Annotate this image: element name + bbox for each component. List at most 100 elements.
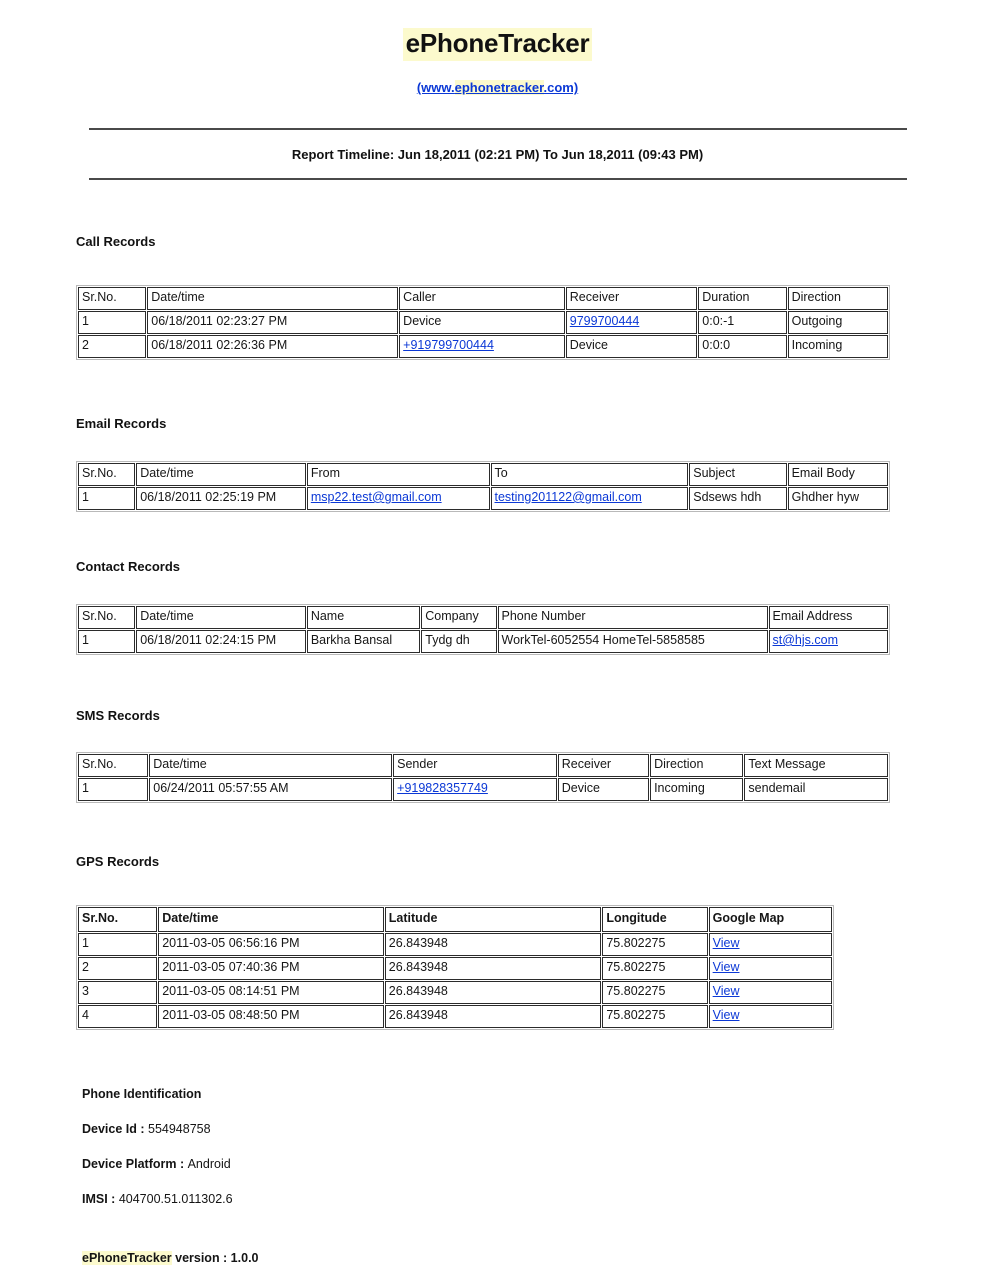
table-row: 4 2011-03-05 08:48:50 PM 26.843948 75.80… xyxy=(78,1004,832,1028)
cell-latitude: 26.843948 xyxy=(384,956,602,980)
cell-email-body: Ghdher hyw xyxy=(787,486,888,510)
cell-company: Tydg dh xyxy=(421,629,497,653)
section-call-records: Call Records Sr.No. Date/time Caller Rec… xyxy=(0,234,995,360)
spacer xyxy=(76,574,995,604)
table-header-row: Sr.No. Date/time Caller Receiver Duratio… xyxy=(78,286,888,310)
phone-number-link[interactable]: +919828357749 xyxy=(397,780,488,795)
cell-from: msp22.test@gmail.com xyxy=(306,486,490,510)
cell-sender: +919828357749 xyxy=(393,777,557,801)
cell-longitude: 75.802275 xyxy=(602,980,708,1004)
section-title-sms: SMS Records xyxy=(76,707,160,723)
device-id-label: Device Id : xyxy=(82,1121,148,1136)
cell-datetime: 06/18/2011 02:26:36 PM xyxy=(147,334,399,358)
cell-longitude: 75.802275 xyxy=(602,956,708,980)
cell-email-address: st@hjs.com xyxy=(768,629,888,653)
section-title-gps: GPS Records xyxy=(76,853,160,869)
column-header-sr-no: Sr.No. xyxy=(78,753,149,777)
divider-bottom xyxy=(88,177,907,180)
cell-datetime: 2011-03-05 08:14:51 PM xyxy=(158,980,384,1004)
phone-number-link[interactable]: 9799700444 xyxy=(569,313,640,328)
column-header-name: Name xyxy=(306,605,421,629)
table-row: 2 2011-03-05 07:40:36 PM 26.843948 75.80… xyxy=(78,956,832,980)
column-header-sr-no: Sr.No. xyxy=(78,462,136,486)
url-domain: ephonetracker xyxy=(454,79,544,95)
section-gps-records: GPS Records Sr.No. Date/time Latitude Lo… xyxy=(0,854,995,1030)
phone-number-link[interactable]: +919799700444 xyxy=(403,337,494,352)
report-header: ePhoneTracker (www.ephonetracker.com) xyxy=(0,0,995,95)
url-suffix: .com) xyxy=(543,79,579,95)
device-id-value: 554948758 xyxy=(148,1121,211,1136)
cell-subject: Sdsews hdh xyxy=(689,486,787,510)
cell-longitude: 75.802275 xyxy=(602,932,708,956)
column-header-receiver: Receiver xyxy=(557,753,650,777)
device-platform-row: Device Platform : Android xyxy=(82,1157,995,1171)
table-row: 1 06/18/2011 02:25:19 PM msp22.test@gmai… xyxy=(78,486,888,510)
email-to-link[interactable]: testing201122@gmail.com xyxy=(494,489,642,504)
cell-receiver: Device xyxy=(557,777,650,801)
column-header-receiver: Receiver xyxy=(565,286,698,310)
imsi-value: 404700.51.011302.6 xyxy=(118,1191,233,1206)
cell-longitude: 75.802275 xyxy=(602,1004,708,1028)
google-map-view-link[interactable]: View xyxy=(712,1007,740,1022)
cell-sr-no: 1 xyxy=(78,486,136,510)
email-records-table: Sr.No. Date/time From To Subject Email B… xyxy=(76,460,890,512)
table-header-row: Sr.No. Date/time From To Subject Email B… xyxy=(78,462,888,486)
column-header-longitude: Longitude xyxy=(602,906,708,932)
spacer xyxy=(76,723,995,752)
phone-identification-heading: Phone Identification xyxy=(82,1086,202,1101)
column-header-direction: Direction xyxy=(650,753,744,777)
cell-receiver: Device xyxy=(565,334,698,358)
cell-sr-no: 1 xyxy=(78,932,158,956)
column-header-sr-no: Sr.No. xyxy=(78,605,136,629)
google-map-view-link[interactable]: View xyxy=(712,935,740,950)
section-email-records: Email Records Sr.No. Date/time From To S… xyxy=(0,416,995,512)
version-row: ePhoneTracker version : 1.0.0 xyxy=(0,1250,995,1265)
cell-direction: Outgoing xyxy=(787,310,888,334)
cell-sr-no: 1 xyxy=(78,310,147,334)
cell-duration: 0:0:-1 xyxy=(698,310,787,334)
column-header-email-address: Email Address xyxy=(768,605,888,629)
cell-sr-no: 2 xyxy=(78,334,147,358)
column-header-phone-number: Phone Number xyxy=(497,605,768,629)
table-row: 3 2011-03-05 08:14:51 PM 26.843948 75.80… xyxy=(78,980,832,1004)
google-map-view-link[interactable]: View xyxy=(712,983,740,998)
section-contact-records: Contact Records Sr.No. Date/time Name Co… xyxy=(0,559,995,655)
page-title: ePhoneTracker xyxy=(402,28,593,61)
column-header-datetime: Date/time xyxy=(136,462,306,486)
cell-latitude: 26.843948 xyxy=(384,1004,602,1028)
email-address-link[interactable]: st@hjs.com xyxy=(772,632,838,647)
cell-direction: Incoming xyxy=(650,777,744,801)
table-row: 1 06/18/2011 02:23:27 PM Device 97997004… xyxy=(78,310,888,334)
call-records-table: Sr.No. Date/time Caller Receiver Duratio… xyxy=(76,284,890,360)
cell-duration: 0:0:0 xyxy=(698,334,787,358)
column-header-datetime: Date/time xyxy=(149,753,393,777)
cell-datetime: 2011-03-05 06:56:16 PM xyxy=(158,932,384,956)
cell-name: Barkha Bansal xyxy=(306,629,421,653)
column-header-company: Company xyxy=(421,605,497,629)
table-row: 2 06/18/2011 02:26:36 PM +919799700444 D… xyxy=(78,334,888,358)
google-map-view-link[interactable]: View xyxy=(712,959,740,974)
imsi-row: IMSI : 404700.51.011302.6 xyxy=(82,1192,995,1206)
url-prefix: (www. xyxy=(416,79,455,95)
section-title-call: Call Records xyxy=(76,233,156,249)
column-header-sr-no: Sr.No. xyxy=(78,286,147,310)
cell-google-map: View xyxy=(708,932,832,956)
column-header-sender: Sender xyxy=(393,753,557,777)
column-header-datetime: Date/time xyxy=(136,605,306,629)
cell-google-map: View xyxy=(708,980,832,1004)
report-timeline: Report Timeline: Jun 18,2011 (02:21 PM) … xyxy=(291,146,704,162)
column-header-subject: Subject xyxy=(689,462,787,486)
column-header-from: From xyxy=(306,462,490,486)
email-from-link[interactable]: msp22.test@gmail.com xyxy=(310,489,442,504)
device-id-row: Device Id : 554948758 xyxy=(82,1122,995,1136)
column-header-duration: Duration xyxy=(698,286,787,310)
cell-to: testing201122@gmail.com xyxy=(490,486,689,510)
version-text: version : 1.0.0 xyxy=(171,1250,259,1265)
cell-sr-no: 1 xyxy=(78,777,149,801)
column-header-latitude: Latitude xyxy=(384,906,602,932)
website-link[interactable]: (www.ephonetracker.com) xyxy=(416,79,579,95)
cell-direction: Incoming xyxy=(787,334,888,358)
table-row: 1 06/24/2011 05:57:55 AM +919828357749 D… xyxy=(78,777,888,801)
column-header-datetime: Date/time xyxy=(158,906,384,932)
spacer xyxy=(76,869,995,905)
